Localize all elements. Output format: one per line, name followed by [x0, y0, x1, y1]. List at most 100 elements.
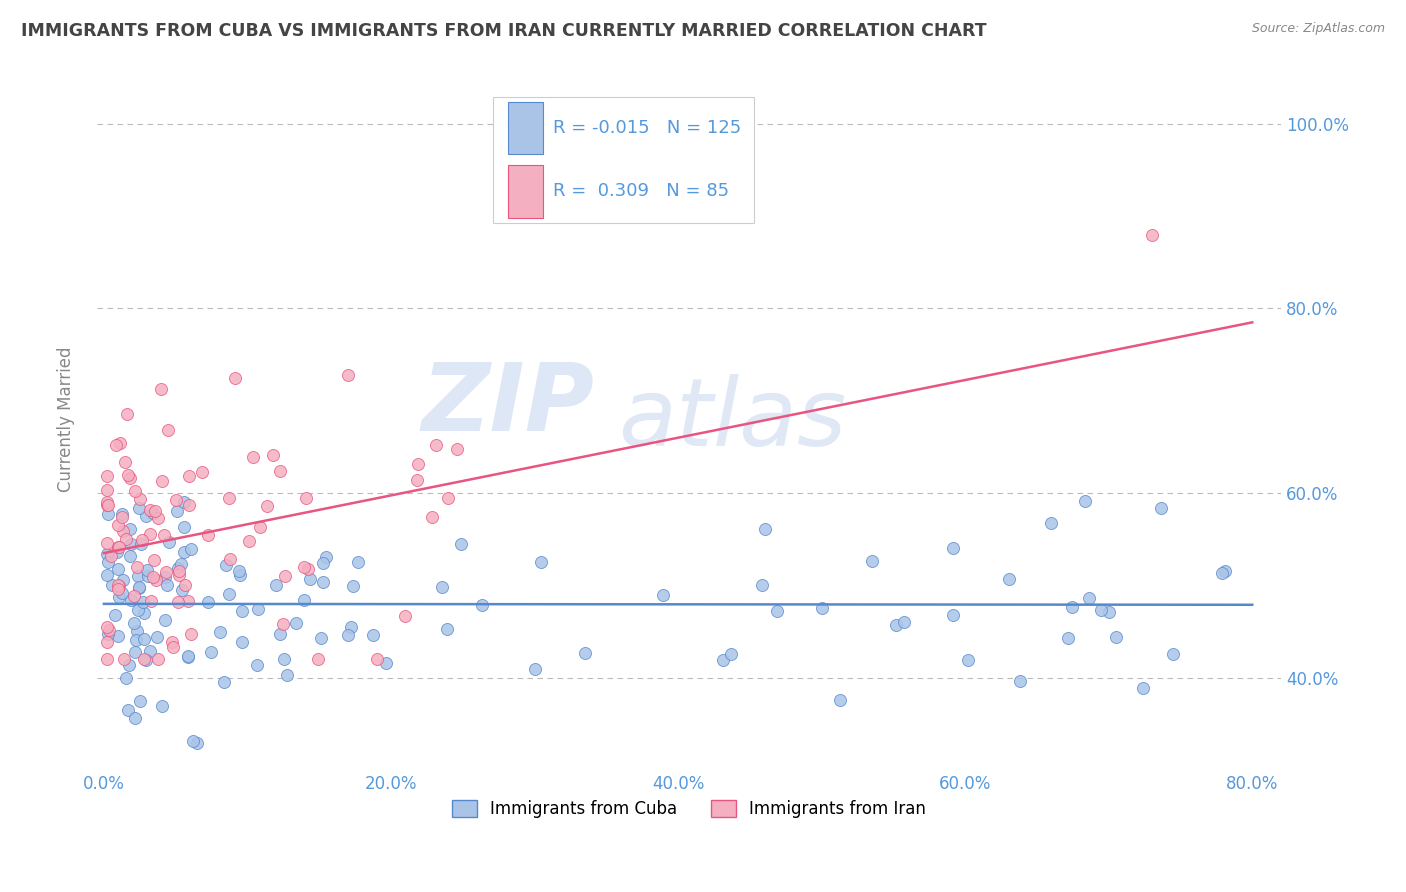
Point — [215, 558, 238, 572]
Point — [105, 437, 128, 451]
Point — [170, 583, 193, 598]
Point — [173, 520, 195, 534]
Point — [1211, 566, 1233, 581]
Point — [1090, 602, 1112, 616]
Text: IMMIGRANTS FROM CUBA VS IMMIGRANTS FROM IRAN CURRENTLY MARRIED CORRELATION CHART: IMMIGRANTS FROM CUBA VS IMMIGRANTS FROM … — [21, 22, 987, 40]
Point — [96, 619, 118, 633]
Point — [107, 540, 129, 554]
Point — [96, 498, 118, 512]
Point — [1078, 591, 1101, 606]
Point — [212, 675, 235, 690]
Point — [179, 469, 201, 483]
Point — [242, 450, 264, 465]
Point — [136, 568, 159, 582]
Point — [249, 520, 271, 534]
Point — [1213, 564, 1236, 578]
Point — [118, 522, 141, 536]
Point — [117, 467, 139, 482]
Point — [218, 552, 240, 566]
Point — [124, 615, 146, 630]
Y-axis label: Currently Married: Currently Married — [58, 346, 75, 492]
Point — [186, 736, 208, 750]
Point — [273, 652, 295, 666]
Point — [117, 407, 139, 421]
Point — [120, 592, 142, 607]
Point — [297, 562, 319, 576]
Text: R =  0.309   N = 85: R = 0.309 N = 85 — [553, 182, 728, 201]
Point — [1074, 493, 1097, 508]
Point — [246, 657, 269, 672]
Point — [1008, 673, 1031, 688]
Point — [337, 628, 360, 642]
Point — [170, 557, 193, 571]
Point — [173, 494, 195, 508]
Point — [107, 629, 129, 643]
Point — [1132, 681, 1154, 695]
Point — [98, 623, 121, 637]
Point — [96, 635, 118, 649]
Point — [132, 607, 155, 621]
Point — [450, 537, 472, 551]
Point — [96, 536, 118, 550]
Point — [156, 578, 179, 592]
Point — [311, 631, 333, 645]
Point — [97, 555, 120, 569]
Point — [893, 615, 915, 629]
Point — [197, 595, 219, 609]
Point — [446, 442, 468, 456]
Point — [97, 626, 120, 640]
Point — [162, 640, 184, 654]
Point — [228, 564, 250, 578]
Point — [139, 503, 162, 517]
Point — [124, 645, 146, 659]
Point — [1039, 516, 1062, 531]
Point — [754, 522, 776, 536]
Point — [112, 573, 135, 587]
Point — [167, 565, 190, 579]
Point — [117, 703, 139, 717]
Text: ZIP: ZIP — [422, 359, 595, 451]
Point — [142, 570, 165, 584]
Point — [118, 657, 141, 672]
Point — [262, 448, 284, 462]
Point — [420, 510, 443, 524]
Point — [530, 555, 553, 569]
Point — [138, 644, 160, 658]
Point — [97, 498, 120, 512]
Point — [173, 545, 195, 559]
Point — [120, 549, 142, 564]
Point — [125, 624, 148, 639]
Point — [132, 652, 155, 666]
Point — [167, 595, 190, 609]
Point — [105, 545, 128, 559]
Point — [96, 547, 118, 561]
Point — [256, 499, 278, 513]
Point — [145, 503, 167, 517]
Point — [1161, 647, 1184, 661]
Point — [471, 598, 494, 612]
Point — [238, 533, 260, 548]
Point — [166, 504, 188, 518]
Point — [128, 581, 150, 595]
Point — [361, 628, 384, 642]
Point — [284, 616, 307, 631]
Point — [177, 594, 200, 608]
Point — [1150, 500, 1173, 515]
Point — [152, 527, 174, 541]
Point — [180, 541, 202, 556]
Point — [177, 649, 200, 664]
Point — [111, 510, 134, 524]
Point — [112, 524, 135, 538]
Point — [181, 734, 204, 748]
Point — [128, 491, 150, 506]
Point — [118, 471, 141, 485]
Legend: Immigrants from Cuba, Immigrants from Iran: Immigrants from Cuba, Immigrants from Ir… — [446, 793, 932, 825]
Point — [336, 368, 359, 382]
Point — [957, 653, 980, 667]
Point — [150, 382, 173, 396]
Point — [713, 653, 735, 667]
Point — [860, 554, 883, 568]
Point — [394, 608, 416, 623]
Point — [107, 577, 129, 591]
Point — [165, 493, 187, 508]
